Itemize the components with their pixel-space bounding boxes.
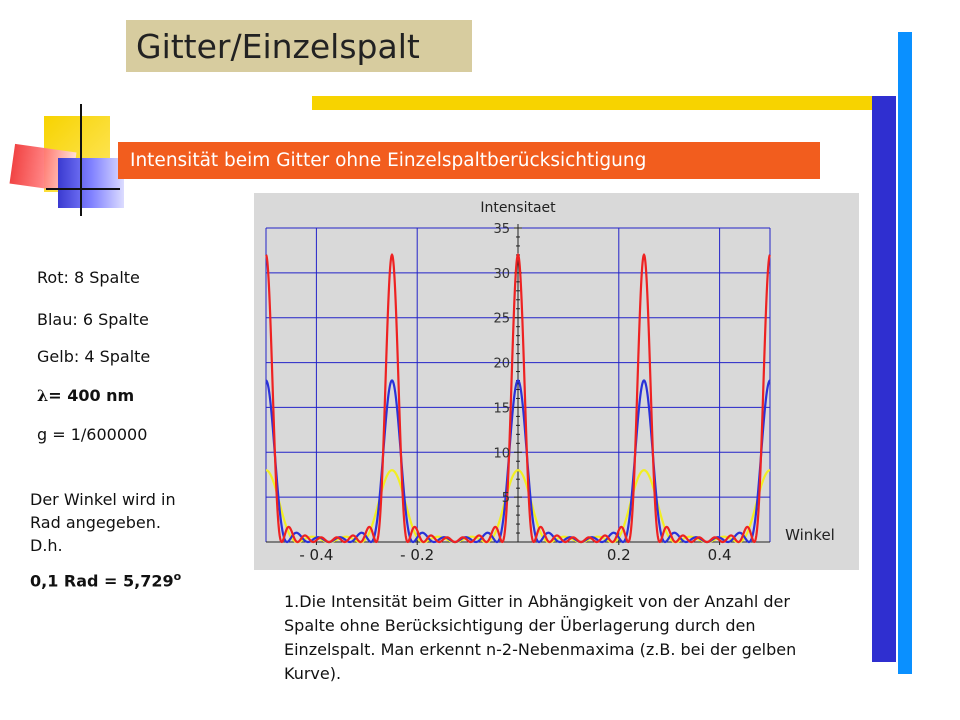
caption: 1.Die Intensität beim Gitter in Abhängig… bbox=[284, 592, 797, 683]
x-tick-label: 0.4 bbox=[708, 546, 732, 564]
lambda-symbol: λ bbox=[37, 386, 49, 405]
x-tick-label: - 0.2 bbox=[400, 546, 434, 564]
note-line-2: Rad angegeben. bbox=[30, 513, 161, 532]
deco-vertical-line bbox=[80, 104, 82, 216]
x-tick-label: 0.2 bbox=[607, 546, 631, 564]
y-tick-label: 35 bbox=[493, 222, 510, 237]
degree-symbol: o bbox=[173, 570, 182, 583]
legend-blue: Blau: 6 Spalte bbox=[37, 310, 149, 329]
y-tick-label: 30 bbox=[493, 267, 510, 282]
angle-note: Der Winkel wird in Rad angegeben. D.h. 0… bbox=[30, 488, 230, 592]
note-line-3: D.h. bbox=[30, 536, 63, 555]
deco-cyan-bar bbox=[898, 32, 912, 674]
x-axis-label: Winkel bbox=[785, 526, 835, 544]
y-tick-label: 20 bbox=[493, 357, 510, 372]
deco-navy-bar bbox=[872, 96, 896, 662]
grating-constant: g = 1/600000 bbox=[37, 425, 148, 444]
slide-subtitle: Intensität beim Gitter ohne Einzelspaltb… bbox=[118, 142, 820, 179]
y-tick-label: 25 bbox=[493, 312, 510, 327]
curve-red bbox=[265, 253, 771, 544]
note-line-1: Der Winkel wird in bbox=[30, 490, 176, 509]
page-title: Gitter/Einzelspalt bbox=[126, 20, 472, 72]
y-axis-label: Intensitaet bbox=[480, 200, 556, 216]
intensity-chart: 5 10 15 20 25 30 35 - 0.4 - 0.2 0.2 0.4 Intensitaet… bbox=[254, 193, 859, 570]
conversion-text: 0,1 Rad = 5,729 bbox=[30, 571, 174, 591]
curve-blue bbox=[265, 379, 771, 544]
wavelength-label: λ= 400 nm bbox=[37, 386, 134, 405]
deco-gold-bar bbox=[312, 96, 872, 110]
x-tick-label: - 0.4 bbox=[299, 546, 333, 564]
legend-red: Rot: 8 Spalte bbox=[37, 268, 140, 287]
y-tick-label: 15 bbox=[493, 401, 510, 416]
curves bbox=[265, 253, 771, 544]
y-tick-label: 10 bbox=[493, 446, 510, 461]
deco-horizontal-line bbox=[46, 188, 120, 190]
deco-blue-block bbox=[58, 158, 124, 208]
axis-labels: 5 10 15 20 25 30 35 - 0.4 - 0.2 0.2 0.4 Intensitaet… bbox=[299, 200, 834, 564]
y-tick-label: 5 bbox=[502, 491, 510, 506]
legend-yellow: Gelb: 4 Spalte bbox=[37, 347, 151, 366]
wavelength-value: = 400 nm bbox=[48, 386, 135, 405]
conversion-line: 0,1 Rad = 5,729o bbox=[30, 565, 230, 592]
